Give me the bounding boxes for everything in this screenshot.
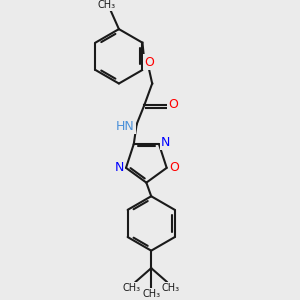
Text: HN: HN	[116, 120, 134, 133]
Text: CH₃: CH₃	[142, 290, 160, 299]
Text: O: O	[169, 98, 178, 111]
Text: N: N	[115, 161, 124, 174]
Text: CH₃: CH₃	[162, 283, 180, 292]
Text: O: O	[144, 56, 154, 69]
Text: N: N	[161, 136, 170, 148]
Text: O: O	[169, 161, 179, 174]
Text: CH₃: CH₃	[97, 0, 115, 10]
Text: CH₃: CH₃	[123, 283, 141, 292]
